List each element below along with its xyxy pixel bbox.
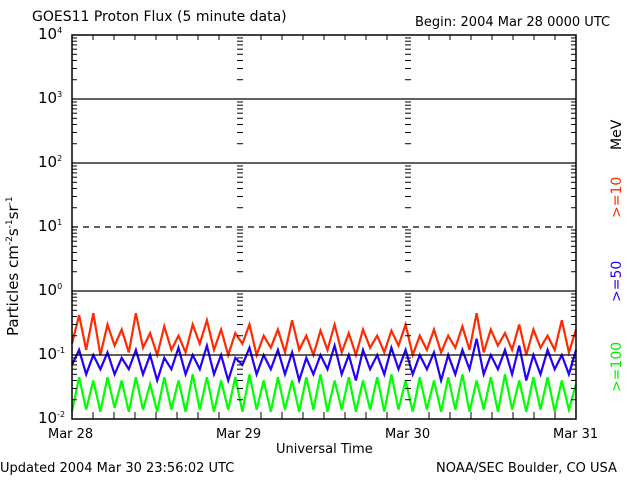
updated-time: Updated 2004 Mar 30 23:56:02 UTC: [0, 461, 235, 476]
series-line-1: [71, 338, 578, 385]
y-tick-base: 10: [38, 281, 58, 299]
y-axis-label: Particles cm-2s-1sr-1: [4, 196, 22, 336]
y-tick-label: 10-2: [38, 409, 65, 427]
y-tick-base: 10: [38, 217, 58, 235]
x-tick-label: Mar 31: [553, 427, 599, 442]
y-tick-exponent: 3: [57, 90, 63, 99]
y-tick-exponent: 1: [57, 218, 63, 227]
y-axis-label-text: Particles cm-2s-1sr-1: [4, 196, 22, 336]
y-tick-exponent: -1: [57, 346, 66, 355]
series-line-0: [70, 312, 578, 359]
legend-ge10: >=10: [609, 176, 625, 218]
x-axis-label: Universal Time: [276, 442, 373, 457]
x-tick-label: Mar 28: [48, 427, 94, 442]
y-tick-label: 104: [38, 25, 62, 43]
y-tick-label: 101: [38, 217, 62, 235]
series-line-2: [70, 374, 578, 414]
chart-title: GOES11 Proton Flux (5 minute data): [32, 9, 287, 25]
legend-unit: MeV: [609, 119, 625, 150]
y-tick-exponent: 2: [57, 154, 63, 163]
y-tick-exponent: -2: [57, 410, 66, 419]
y-tick-label: 100: [38, 281, 62, 299]
legend-ge50: >=50: [609, 260, 625, 302]
y-tick-base: 10: [38, 409, 58, 427]
y-tick-label: 10-1: [38, 345, 65, 363]
x-tick-label: Mar 30: [385, 427, 431, 442]
y-tick-base: 10: [38, 89, 58, 107]
y-tick-label: 102: [38, 153, 62, 171]
y-tick-base: 10: [38, 153, 58, 171]
source-credit: NOAA/SEC Boulder, CO USA: [436, 461, 617, 476]
x-tick-label: Mar 29: [216, 427, 262, 442]
y-tick-label: 103: [38, 89, 62, 107]
y-tick-base: 10: [38, 25, 58, 43]
legend-ge100: >=100: [609, 341, 625, 392]
begin-time: Begin: 2004 Mar 28 0000 UTC: [415, 15, 611, 30]
y-tick-exponent: 0: [57, 282, 63, 291]
y-tick-base: 10: [38, 345, 58, 363]
y-tick-exponent: 4: [57, 26, 63, 35]
